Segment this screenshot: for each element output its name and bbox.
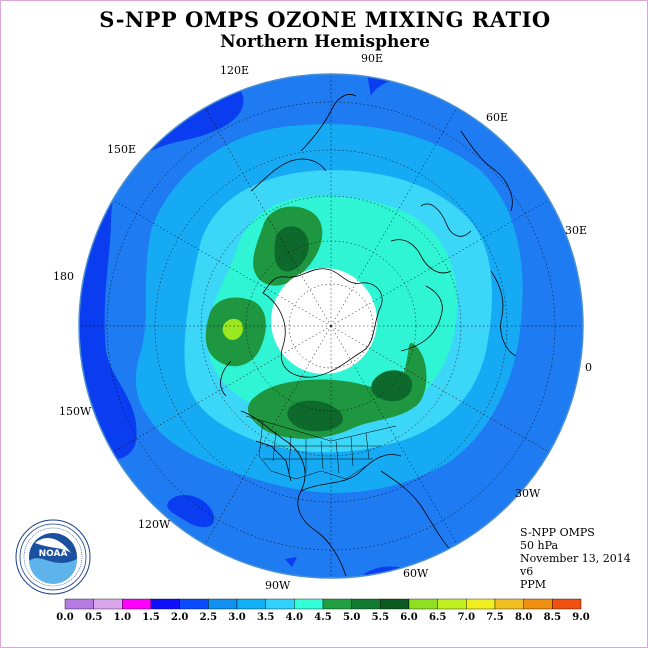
colorbar-tick-label: 3.0: [228, 612, 245, 623]
colorbar-swatch: [408, 598, 438, 610]
colorbar-swatch: [93, 598, 123, 610]
colorbar-swatch: [122, 598, 152, 610]
political-boundaries: [245, 415, 397, 480]
colorbar-swatch: [322, 598, 352, 610]
colorbar-swatch: [179, 598, 209, 610]
info-level: 50 hPa: [520, 539, 559, 552]
lon-label-120e: 120E: [220, 64, 249, 77]
colorbar-swatch: [236, 598, 266, 610]
lon-label-120w: 120W: [138, 518, 171, 531]
page-subtitle: Northern Hemisphere: [220, 32, 430, 52]
lon-label-60w: 60W: [403, 567, 429, 580]
lon-label-180: 180: [53, 270, 74, 283]
noaa-logo-text: NOAA: [39, 549, 68, 559]
colorbar-tick-label: 5.5: [372, 612, 389, 623]
contour-2-0-small: [285, 557, 297, 567]
contour-5-0-north: [274, 226, 309, 272]
colorbar-tick-label: 4.0: [286, 612, 303, 623]
info-units: PPM: [520, 578, 547, 591]
colorbar-tick-label: 1.0: [114, 612, 131, 623]
colorbar-tick-label: 3.5: [257, 612, 274, 623]
colorbar-tick-label: 4.5: [314, 612, 331, 623]
info-date: November 13, 2014: [520, 552, 631, 565]
colorbar-tick-label: 8.5: [544, 612, 561, 623]
info-version: v6: [520, 565, 534, 578]
ozone-field: [79, 74, 583, 578]
contour-5-0-east: [371, 370, 413, 402]
lon-label-30w: 30W: [515, 487, 541, 500]
colorbar-swatch: [380, 598, 410, 610]
colorbar-tick-label: 9.0: [572, 612, 589, 623]
lon-label-150w: 150W: [59, 405, 92, 418]
colorbar-swatch: [552, 598, 582, 610]
lon-label-30e: 30E: [565, 224, 587, 237]
colorbar-swatch: [64, 598, 94, 610]
coastlines: [220, 94, 517, 577]
colorbar-swatch: [208, 598, 238, 610]
colorbar-tick-label: 2.0: [171, 612, 188, 623]
noaa-logo: NOAA: [15, 519, 91, 595]
info-panel: S-NPP OMPS 50 hPa November 13, 2014 v6 P…: [520, 526, 631, 591]
contour-5-5: [222, 318, 243, 340]
contour-2-0-outer-west: [79, 74, 331, 463]
colorbar-swatch: [523, 598, 553, 610]
colorbar-tick-label: 6.0: [400, 612, 417, 623]
colorbar-swatch: [351, 598, 381, 610]
colorbar-labels: 0.0 0.5 1.0 1.5 2.0 2.5 3.0 3.5 4.0 4.5 5.0 5.5 6.0 6…: [56, 612, 589, 623]
colorbar-tick-label: 1.5: [142, 612, 159, 623]
colorbar-tick-label: 0.5: [85, 612, 102, 623]
colorbar-swatch: [437, 598, 467, 610]
colorbar-tick-label: 7.5: [486, 612, 503, 623]
colorbar-tick-label: 2.5: [200, 612, 217, 623]
colorbar-tick-label: 7.0: [458, 612, 475, 623]
colorbar-tick-label: 6.5: [429, 612, 446, 623]
lon-label-90w: 90W: [265, 579, 291, 592]
contour-5-0-south: [287, 400, 343, 432]
colorbar-swatch: [265, 598, 295, 610]
page-title: S-NPP OMPS OZONE MIXING RATIO: [99, 7, 551, 32]
colorbar: [64, 598, 582, 610]
map-boundary: [78, 73, 584, 579]
no-data-region: [271, 268, 377, 374]
colorbar-tick-label: 5.0: [343, 612, 360, 623]
colorbar-swatch: [150, 598, 180, 610]
colorbar-tick-label: 0.0: [56, 612, 73, 623]
lon-label-150e: 150E: [107, 143, 136, 156]
colorbar-swatch: [294, 598, 324, 610]
lon-label-0: 0: [585, 361, 592, 374]
colorbar-swatch: [466, 598, 496, 610]
colorbar-tick-label: 8.0: [515, 612, 532, 623]
lon-label-60e: 60E: [486, 111, 508, 124]
contour-2-0-south-patch: [167, 494, 215, 528]
info-instrument: S-NPP OMPS: [520, 526, 595, 539]
colorbar-swatch: [494, 598, 524, 610]
lon-label-90e: 90E: [361, 52, 383, 65]
